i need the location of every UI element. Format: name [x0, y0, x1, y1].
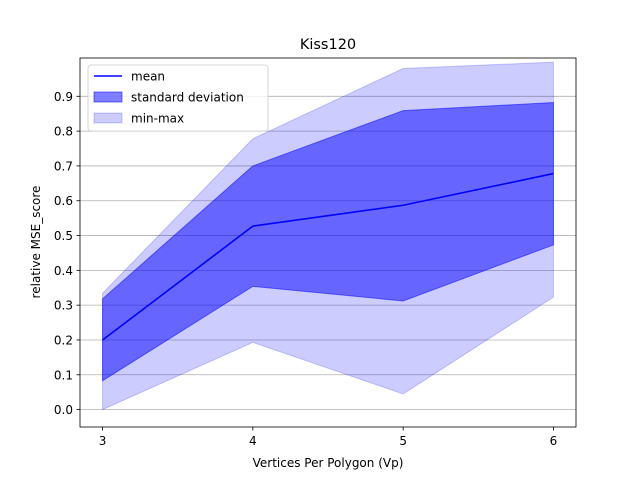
chart-title: Kiss120: [300, 37, 356, 53]
legend-label-0: mean: [131, 70, 165, 84]
mean-line: [102, 172, 554, 341]
plot-frame: [79, 57, 577, 428]
y-tick-label-7: 0.7: [54, 159, 73, 173]
y-tick-label-6: 0.6: [54, 194, 73, 208]
bands: [102, 61, 554, 411]
x-tick-label-0: 3: [99, 434, 107, 448]
x-axis-label: Vertices Per Polygon (Vp): [253, 456, 404, 470]
legend: mean standard deviation min-max: [87, 64, 269, 132]
y-tick-label-9: 0.9: [54, 90, 73, 104]
standard-deviation-band: [102, 102, 554, 382]
legend-label-1: standard deviation: [131, 91, 244, 105]
y-tick-label-0: 0.0: [54, 403, 73, 417]
x-tick-label-3: 6: [550, 434, 558, 448]
y-tick-label-1: 0.1: [54, 368, 73, 382]
x-tick-label-2: 5: [399, 434, 407, 448]
lines: [102, 172, 554, 341]
y-axis-label: relative MSE_score: [29, 186, 43, 299]
y-tick-label-3: 0.3: [54, 299, 73, 313]
y-tick-label-5: 0.5: [54, 229, 73, 243]
y-tick-label-4: 0.4: [54, 264, 73, 278]
y-tick-label-2: 0.2: [54, 333, 73, 347]
x-tick-label-1: 4: [249, 434, 257, 448]
y-tick-label-8: 0.8: [54, 125, 73, 139]
legend-swatch-2: [93, 112, 123, 124]
legend-label-2: min-max: [131, 112, 184, 126]
legend-swatch-1: [93, 91, 123, 103]
legend-box: [87, 64, 269, 132]
ticks: 0.0 0.1 0.2 0.3 0.4 0.5 0.6 0.7 0.8 0.9 3 4 5 6: [54, 90, 557, 448]
axes: [79, 57, 577, 428]
